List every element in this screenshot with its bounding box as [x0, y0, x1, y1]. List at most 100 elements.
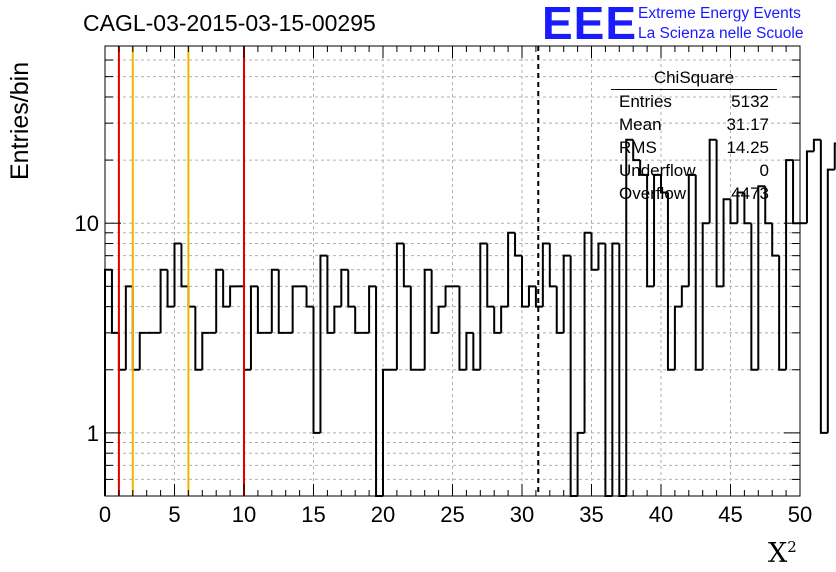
histogram-bin — [778, 255, 787, 371]
histogram-bin — [833, 142, 836, 170]
stats-row-overflow: Overflow 4473 — [619, 184, 769, 203]
histogram-bin — [812, 138, 821, 152]
x-tick-label: 30 — [510, 502, 534, 527]
histogram-bin — [785, 159, 794, 370]
histogram-bin — [736, 191, 745, 224]
histogram-bin — [625, 138, 634, 496]
histogram-bin — [562, 254, 571, 333]
histogram-bin — [444, 285, 453, 307]
stats-row-mean: Mean 31.17 — [619, 115, 769, 134]
stats-row-rms: RMS 14.25 — [619, 138, 769, 157]
histogram-bin — [597, 242, 606, 270]
histogram-bin — [757, 185, 766, 370]
x-tick-label: 45 — [718, 502, 742, 527]
histogram-bin — [347, 269, 356, 308]
histogram-bin — [555, 286, 564, 334]
histogram-bin — [680, 285, 689, 307]
histogram-bin — [117, 332, 126, 371]
histogram-bin — [124, 285, 133, 370]
histogram-bin — [305, 286, 314, 308]
histogram-bin — [430, 269, 439, 334]
x-tick-label: 15 — [301, 502, 325, 527]
histogram-bin — [673, 305, 682, 370]
histogram-bin — [437, 305, 446, 333]
histogram-bin — [409, 286, 418, 371]
histogram-bin — [354, 306, 363, 334]
histogram-bin — [764, 186, 773, 225]
histogram-bin — [507, 231, 516, 307]
histogram-bin — [514, 232, 522, 257]
histogram-bin — [660, 174, 668, 194]
histogram-bin — [270, 268, 279, 333]
histogram-bin — [465, 331, 474, 370]
histogram-bin — [534, 286, 543, 308]
histogram-bin — [708, 138, 717, 224]
x-tick-label: 25 — [440, 502, 464, 527]
histogram-bin — [333, 305, 342, 333]
histogram-bin — [646, 174, 655, 288]
histogram-bin — [326, 255, 335, 334]
histogram-bin — [653, 173, 661, 287]
logo-line-1: Extreme Energy Events — [638, 5, 801, 22]
stats-title: ChiSquare — [653, 68, 735, 87]
histogram-bin — [639, 160, 648, 176]
x-tick-label: 0 — [99, 502, 111, 527]
stats-row-underflow: Underflow 0 — [619, 161, 769, 180]
histogram-bin — [368, 285, 377, 333]
histogram-bin — [423, 268, 432, 370]
histogram-bin — [611, 242, 620, 496]
histogram-bin — [395, 242, 404, 370]
histogram-bin — [743, 192, 752, 225]
histogram-bin — [805, 150, 814, 224]
histogram-bin — [583, 231, 592, 433]
histogram-bin — [256, 286, 265, 334]
histogram-bin — [180, 243, 189, 288]
histogram-bin — [479, 242, 488, 370]
histogram-bin — [291, 285, 300, 333]
histogram-bin — [458, 286, 467, 371]
histogram-bin — [722, 198, 731, 287]
x-tick-label: 35 — [579, 502, 603, 527]
histogram-bin — [159, 268, 168, 333]
histogram-bin — [249, 285, 258, 370]
stats-separator — [611, 89, 777, 90]
histogram-bin — [201, 331, 210, 370]
y-tick-label: 10 — [75, 211, 99, 236]
histogram-bin — [319, 254, 328, 433]
histogram-bin — [131, 286, 140, 371]
histogram-bin — [548, 243, 557, 288]
histogram-bin — [243, 286, 251, 371]
histogram-bin — [826, 168, 835, 433]
x-tick-label: 5 — [168, 502, 180, 527]
histogram-bin — [312, 306, 321, 434]
histogram-bin — [792, 160, 800, 225]
histogram-bin — [110, 269, 119, 334]
histogram-bin — [222, 269, 231, 308]
histogram-bin — [173, 242, 182, 307]
histogram-bin — [694, 174, 703, 371]
histogram-bin — [472, 332, 481, 371]
histogram-bin — [486, 243, 495, 308]
histogram-bin — [590, 232, 599, 271]
histogram-bin — [340, 268, 349, 307]
histogram-bin — [729, 199, 738, 225]
histogram-bin — [382, 368, 390, 496]
histogram-bin — [632, 139, 641, 162]
histogram-bin — [187, 286, 196, 308]
histogram-bin — [402, 243, 411, 288]
stats-box: ChiSquare Entries 5132 Mean 31.17 RMS 14.25… — [611, 67, 777, 205]
histogram-bin — [277, 269, 286, 334]
histogram-bin — [576, 431, 585, 496]
histogram-bin — [375, 286, 383, 497]
x-tick-label: 10 — [232, 502, 256, 527]
y-axis-label: Entries/bin — [6, 61, 34, 180]
histogram-bin — [771, 223, 780, 257]
histogram-bin — [166, 269, 175, 308]
eee-logo: EEE — [542, 0, 638, 49]
histogram-bin — [750, 223, 759, 371]
histogram-bin — [541, 242, 550, 307]
histogram-bin — [819, 139, 828, 434]
histogram-bin — [104, 268, 112, 496]
histogram-bin — [215, 268, 224, 333]
